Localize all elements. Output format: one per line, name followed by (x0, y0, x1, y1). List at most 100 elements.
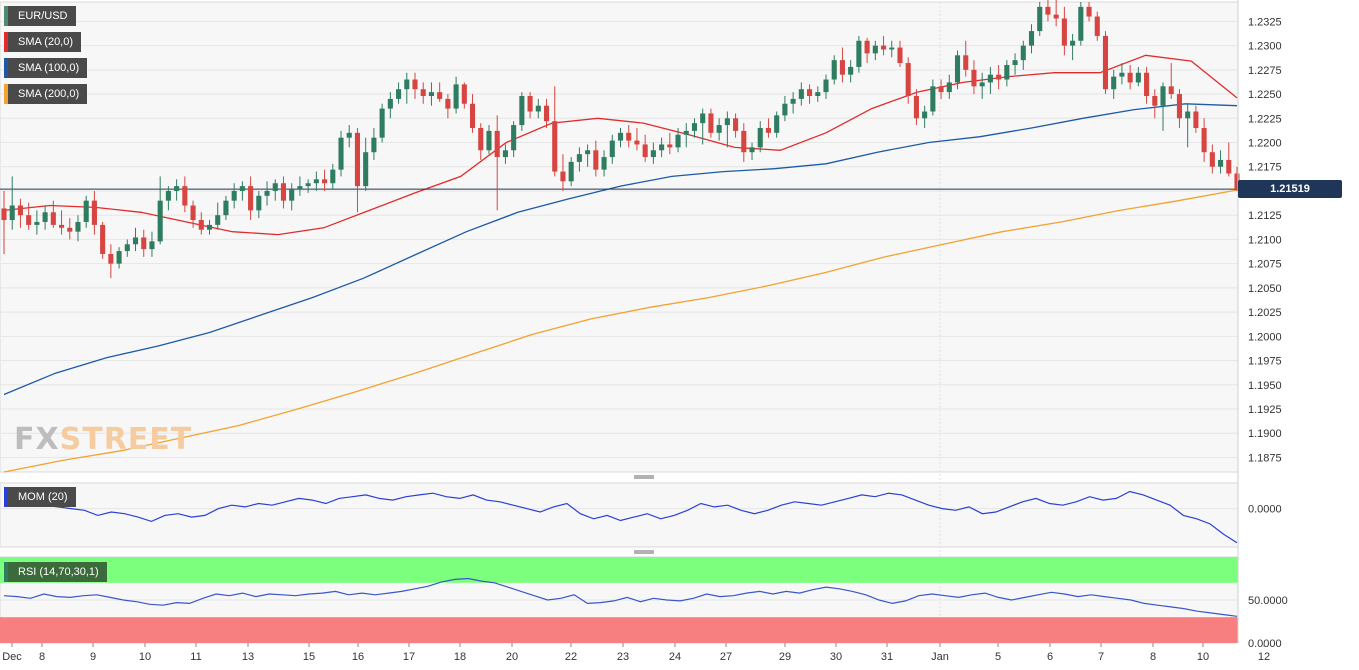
y-tick-label: 1.2000 (1248, 331, 1282, 343)
candle-body (1127, 72, 1133, 83)
candle-body (1209, 152, 1215, 167)
candle-body (815, 92, 821, 96)
candle-body (445, 98, 451, 109)
candle-body (198, 220, 204, 230)
candle-body (9, 205, 15, 221)
x-tick-label: 8 (39, 651, 45, 663)
candle-body (1086, 6, 1092, 17)
fxstreet-watermark: FXSTREET (14, 422, 193, 457)
candle-body (1185, 111, 1191, 119)
candle-body (971, 69, 977, 87)
candle-body (519, 96, 525, 126)
x-tick-label: 8 (1150, 651, 1156, 663)
candle-body (1144, 72, 1150, 96)
candle-body (280, 183, 287, 201)
candle-body (346, 132, 352, 138)
x-tick-label: 29 (779, 651, 791, 663)
y-tick-label: 1.2225 (1248, 113, 1282, 125)
candle-body (1135, 72, 1141, 83)
candle-body (1111, 76, 1117, 90)
candle-body (716, 125, 722, 133)
x-tick-label: 22 (565, 651, 577, 663)
candle-body (560, 171, 566, 182)
legend-item-2[interactable]: SMA (20,0) (4, 32, 82, 52)
candle-body (807, 89, 813, 96)
candle-body (535, 105, 541, 112)
candle-body (420, 89, 426, 96)
x-tick-label: 7 (1098, 651, 1104, 663)
candle-body (190, 205, 196, 221)
candle-body (469, 103, 476, 128)
x-tick-label: 27 (720, 651, 732, 663)
x-tick-label: 15 (303, 651, 315, 663)
candle-body (880, 45, 887, 50)
candle-body (354, 132, 361, 187)
y-tick-label: 1.2325 (1248, 16, 1282, 28)
candle-body (412, 79, 418, 90)
candle-body (1193, 111, 1199, 128)
candle-body (839, 60, 845, 75)
candle-body (724, 118, 730, 126)
candle-body (617, 132, 624, 141)
rsi-line (3, 577, 1238, 617)
legend-item-1[interactable]: EUR/USD (4, 6, 76, 26)
candle-body (905, 63, 911, 96)
candle-body (387, 98, 393, 109)
candle-body (363, 152, 369, 187)
candle-body (1070, 40, 1076, 46)
candle-body (708, 113, 714, 133)
candle-body (34, 221, 40, 225)
candle-body (297, 186, 303, 190)
candle-body (494, 130, 500, 158)
candle-body (757, 127, 763, 148)
y-tick-label: 1.1950 (1248, 380, 1282, 392)
candle-body (461, 84, 467, 104)
x-tick-label: 12 (1258, 651, 1270, 663)
x-tick-label: 23 (617, 651, 629, 663)
candle-body (568, 161, 574, 182)
candle-body (182, 186, 188, 206)
candle-body (642, 144, 648, 158)
x-tick-label: 10 (139, 651, 151, 663)
candle-body (1176, 94, 1183, 119)
candle-body (141, 237, 147, 250)
candle-body (58, 224, 65, 228)
candle-body (675, 134, 681, 148)
candle-body (379, 108, 385, 138)
legend-item-4[interactable]: SMA (200,0) (4, 84, 88, 104)
candle-body (1160, 86, 1166, 106)
candle-body (67, 227, 73, 232)
candle-body (1218, 159, 1224, 167)
mom-indicator-label[interactable]: MOM (20) (4, 487, 76, 507)
candle-body (165, 190, 171, 201)
x-tick-label: 9 (90, 651, 96, 663)
candle-body (913, 96, 919, 119)
candle-body (552, 121, 558, 172)
candle-body (585, 150, 591, 155)
pane-1-background (0, 1, 1239, 473)
sma-100-line (3, 103, 1238, 396)
candle-body (223, 200, 229, 216)
candle-body (313, 179, 319, 184)
candle-body (50, 212, 56, 225)
candle-body (256, 195, 262, 211)
candle-body (774, 115, 780, 133)
candle-body (848, 66, 854, 75)
x-tick-label: 10 (1197, 651, 1209, 663)
candle-body (108, 253, 114, 264)
sma-200-line (3, 189, 1238, 473)
legend-item-3[interactable]: SMA (100,0) (4, 58, 88, 78)
candle-body (897, 47, 903, 64)
rsi-indicator-label[interactable]: RSI (14,70,30,1) (4, 562, 107, 582)
y-tick-label: 1.2125 (1248, 210, 1282, 222)
candle-body (683, 130, 689, 135)
candle-body (248, 186, 254, 211)
mom-y-tick-label: 0.0000 (1248, 504, 1282, 516)
y-tick-label: 1.2100 (1248, 234, 1282, 246)
candle-body (954, 55, 961, 83)
candle-body (700, 113, 706, 124)
candle-body (930, 86, 936, 112)
candle-body (1234, 173, 1240, 190)
candle-body (872, 45, 878, 54)
candle-body (922, 111, 928, 119)
